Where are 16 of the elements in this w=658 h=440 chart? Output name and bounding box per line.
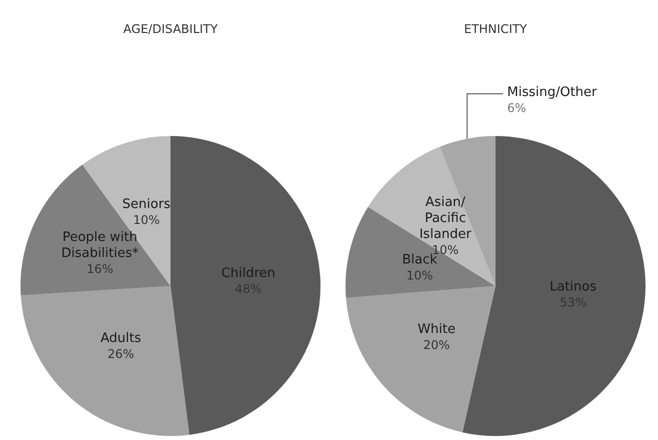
chart-title: AGE/DISABILITY xyxy=(123,22,218,36)
slice-label: Latinos xyxy=(550,280,597,295)
slice-label: People with Disabilities* xyxy=(61,230,140,261)
slice-label: White xyxy=(418,322,456,338)
data-label: 10% xyxy=(406,268,434,283)
slice-label: Asian/ Pacific Islander xyxy=(419,195,472,242)
data-label: 16% xyxy=(86,262,114,276)
slice-label: Adults xyxy=(100,331,142,346)
slice-label: Children xyxy=(221,266,276,282)
data-label: 10% xyxy=(133,212,160,227)
data-label: 6% xyxy=(507,101,526,116)
chart-title: ETHNICITY xyxy=(464,22,528,36)
slice-label: Seniors xyxy=(122,196,171,212)
data-label: 20% xyxy=(423,338,450,352)
slice-label: Missing/Other xyxy=(507,85,598,100)
data-label: 26% xyxy=(107,347,134,362)
